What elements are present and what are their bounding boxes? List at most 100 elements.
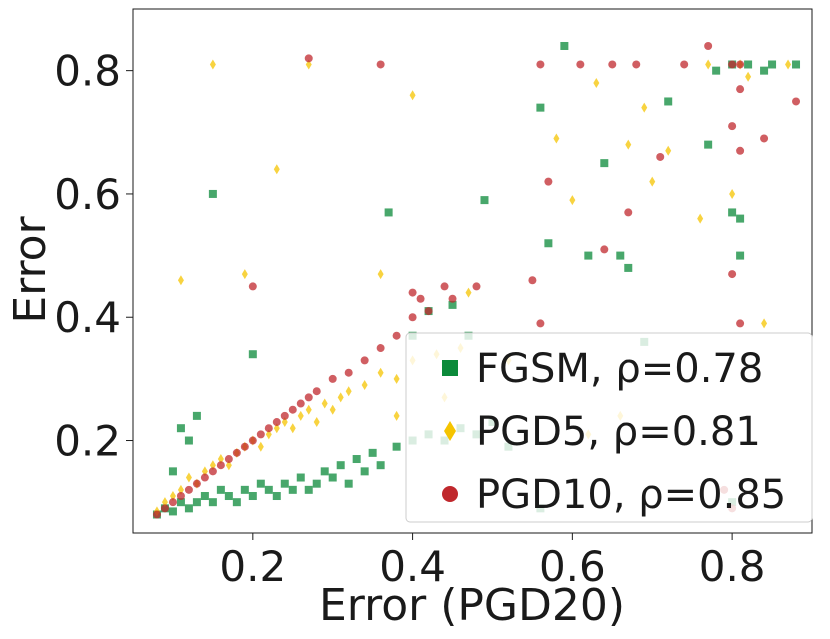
fgsm-point [736,251,745,260]
fgsm-point [208,189,217,198]
pgd5-point [329,404,336,415]
pgd5-point [313,417,320,428]
pgd10-point [272,418,281,427]
y-tick-label: 0.4 [54,293,121,342]
pgd5-point [553,133,560,144]
pgd5-point [761,318,768,329]
fgsm-point [248,350,257,359]
fgsm-point [296,473,305,482]
pgd10-point [736,85,745,94]
pgd10-point [168,498,177,507]
pgd10-point [264,424,273,433]
pgd10-point [440,282,449,291]
pgd10-legend-marker [442,486,458,502]
fgsm-point [216,485,225,494]
pgd10-point [248,282,257,291]
x-tick-label: 0.6 [539,542,606,591]
fgsm-point [176,424,185,433]
fgsm-point [256,479,265,488]
fgsm-point [264,485,273,494]
pgd5-point [569,195,576,206]
pgd10-point [544,177,553,186]
pgd5-point [273,164,280,175]
fgsm-point [560,41,569,50]
pgd10-point [632,60,641,69]
pgd10-point [624,208,633,217]
fgsm-point [248,492,257,501]
pgd5-point [745,71,752,82]
pgd5-point [393,410,400,421]
pgd10-point [184,485,193,494]
fgsm-point [480,196,489,205]
y-tick-label: 0.2 [54,417,121,466]
fgsm-point [192,498,201,507]
fgsm-point [392,442,401,451]
pgd10-point [200,473,209,482]
pgd10-point [728,270,737,279]
pgd10-point [208,467,217,476]
y-tick-label: 0.8 [54,47,121,96]
pgd10-point [576,60,585,69]
x-tick-label: 0.2 [219,542,286,591]
pgd10-point [296,399,305,408]
pgd5-point [705,59,712,70]
pgd10-point [232,448,241,457]
fgsm-point [744,60,753,69]
pgd10-point [472,282,481,291]
pgd5-point [649,176,656,187]
fgsm-legend-marker [442,360,458,376]
pgd5-point [393,373,400,384]
fgsm-point [200,492,209,501]
fgsm-point [192,411,201,420]
pgd10-point [344,368,353,377]
fgsm-point [312,479,321,488]
fgsm-point [280,479,289,488]
pgd5-point [345,386,352,397]
fgsm-point [208,498,217,507]
pgd5-point [641,102,648,113]
pgd10-point [248,436,257,445]
pgd10-point [376,60,385,69]
x-tick-label: 0.8 [699,542,766,591]
pgd10-point [536,319,545,328]
fgsm-point [360,467,369,476]
fgsm-point [728,208,737,217]
pgd10-point [160,504,169,513]
y-axis-title: Error [5,215,56,323]
fgsm-point [768,60,777,69]
fgsm-point [624,263,633,272]
fgsm-point [584,251,593,260]
fgsm-point [232,498,241,507]
pgd10-point [600,245,609,254]
pgd5-legend-label: PGD5, ρ=0.81 [476,409,761,455]
fgsm-point [288,485,297,494]
pgd10-point [240,442,249,451]
x-axis-title: Error (PGD20) [319,580,625,631]
fgsm-point [240,485,249,494]
pgd10-point [176,492,185,501]
fgsm-point [760,66,769,75]
pgd5-point [729,188,736,199]
fgsm-point [376,461,385,470]
pgd10-point [448,294,457,303]
fgsm-point [176,498,185,507]
pgd5-point [337,392,344,403]
pgd5-point [305,404,312,415]
fgsm-point [184,436,193,445]
fgsm-point [336,461,345,470]
y-tick-label: 0.6 [54,170,121,219]
pgd5-point [321,398,328,409]
pgd10-point [360,356,369,365]
pgd10-point [408,288,417,297]
pgd5-point [241,269,248,280]
fgsm-point [616,251,625,260]
legend-box [405,332,813,523]
pgd10-point [680,60,689,69]
pgd10-point [536,60,545,69]
fgsm-point [536,103,545,112]
pgd10-point [328,374,337,383]
pgd10-point [528,276,537,285]
pgd10-point [152,510,161,519]
pgd10-point [224,455,233,464]
